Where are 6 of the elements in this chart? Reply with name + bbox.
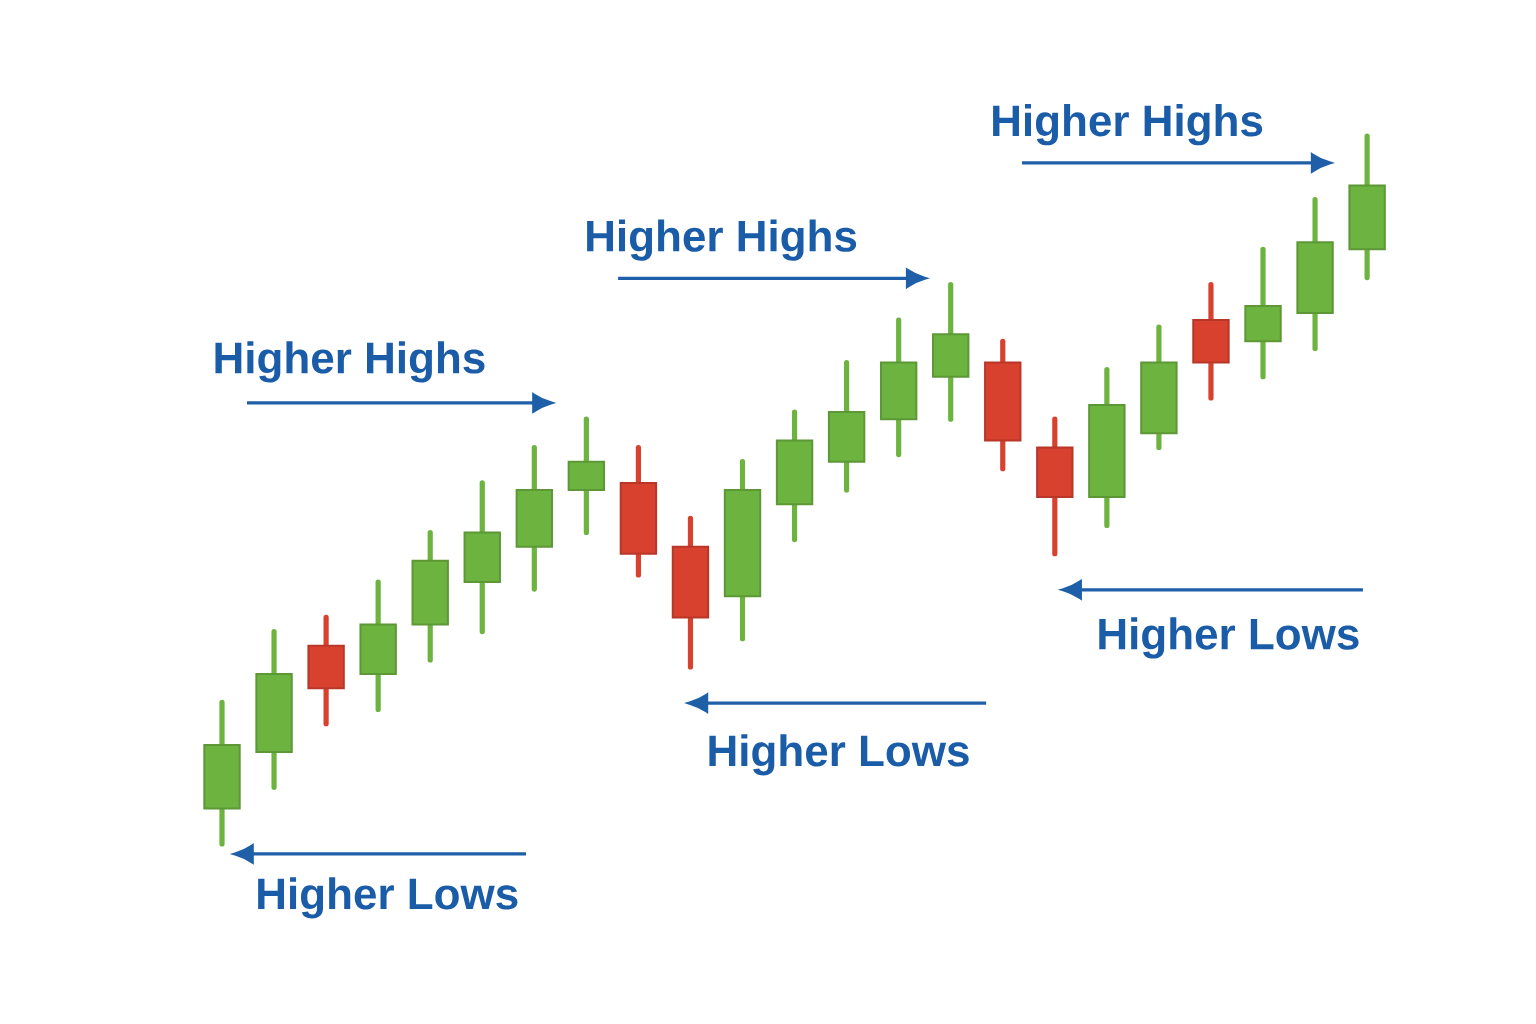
annotation: Higher Lows (1099, 617, 1359, 659)
annotation: Higher Highs (215, 341, 485, 383)
annotation: Higher Lows (709, 734, 969, 776)
annotation: Higher Highs (993, 104, 1263, 146)
text: Higher Lows (258, 877, 518, 919)
annotation: Higher Highs (587, 219, 857, 261)
